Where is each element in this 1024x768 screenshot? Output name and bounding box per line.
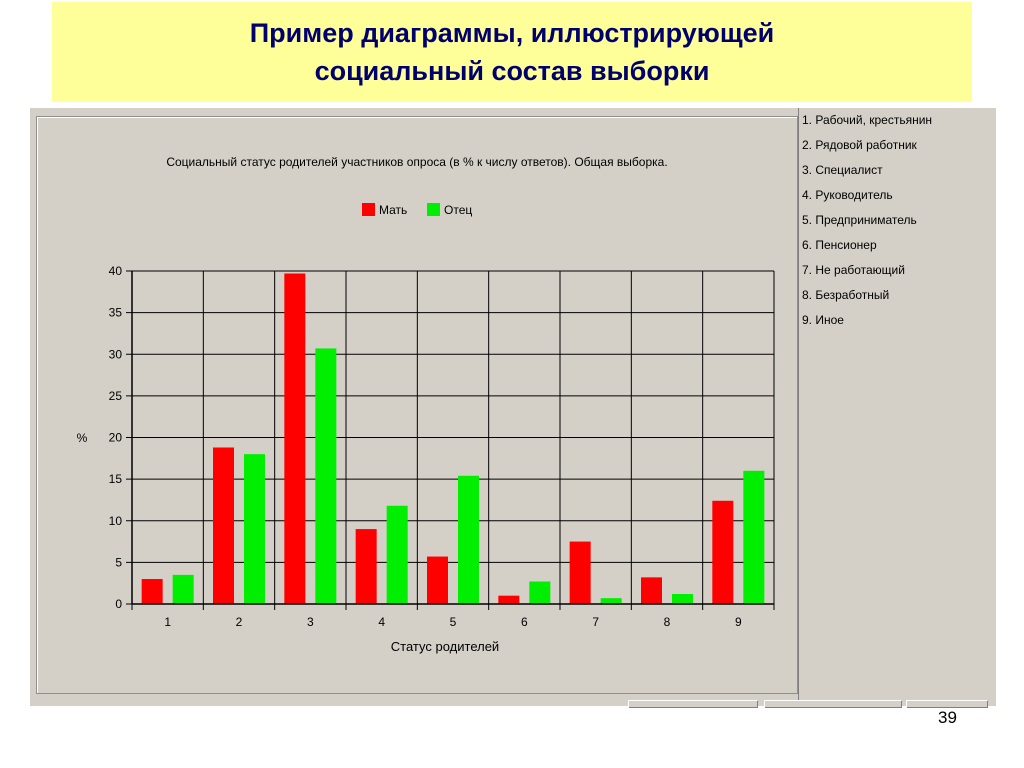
bar-father	[172, 574, 194, 604]
slide-title: Пример диаграммы, иллюстрирующей социаль…	[52, 2, 972, 102]
y-tick-label: 15	[109, 472, 123, 486]
y-tick-label: 25	[109, 389, 123, 403]
y-tick-label: 40	[109, 264, 123, 278]
bar-mother	[284, 273, 306, 604]
status-list-item: 2. Рядовой работник	[802, 138, 917, 152]
status-list: 1. Рабочий, крестьянин 2. Рядовой работн…	[798, 108, 989, 706]
x-axis-label: Статус родителей	[391, 639, 499, 654]
chart-title: Социальный статус родителей участников о…	[166, 155, 667, 169]
status-list-item: 3. Специалист	[802, 163, 883, 177]
x-tick-label: 9	[735, 615, 742, 629]
y-axis-label: %	[77, 431, 88, 445]
x-tick-label: 4	[378, 615, 385, 629]
x-tick-label: 6	[521, 615, 528, 629]
slide-title-line-2: социальный состав выборки	[314, 56, 710, 86]
status-list-item: 8. Безработный	[802, 288, 890, 302]
bar-father	[600, 598, 622, 604]
bar-mother	[498, 595, 520, 604]
bar-father	[743, 470, 765, 604]
y-tick-label: 20	[109, 431, 123, 445]
toolbar-button[interactable]	[764, 700, 901, 707]
bar-father	[458, 475, 479, 604]
bar-father	[672, 594, 693, 604]
status-list-item: 5. Предприниматель	[802, 213, 917, 227]
x-tick-label: 5	[450, 615, 457, 629]
chart-frame: Социальный статус родителей участников о…	[36, 116, 798, 694]
y-tick-label: 35	[109, 306, 123, 320]
chart-window: Социальный статус родителей участников о…	[30, 108, 996, 707]
bar-father	[315, 348, 337, 604]
legend-label-father: Отец	[444, 203, 472, 217]
page-number: 39	[938, 708, 957, 727]
bar-mother	[355, 529, 377, 604]
bar-father	[244, 454, 265, 604]
x-tick-label: 7	[592, 615, 599, 629]
status-list-item: 7. Не работающий	[802, 263, 905, 277]
toolbar-button[interactable]	[628, 700, 757, 707]
status-list-item: 4. Руководитель	[802, 188, 893, 202]
bar-mother	[569, 541, 591, 604]
status-list-item: 6. Пенсионер	[802, 238, 877, 252]
x-tick-label: 1	[164, 615, 171, 629]
legend-label-mother: Мать	[379, 203, 407, 217]
status-list-item: 1. Рабочий, крестьянин	[802, 113, 933, 127]
x-tick-label: 3	[307, 615, 314, 629]
x-tick-label: 2	[236, 615, 243, 629]
bar-father	[529, 581, 551, 604]
bar-mother	[213, 447, 234, 604]
bar-mother	[641, 577, 662, 604]
plot-area: 0 5 10 15 20 25 30 35 40 1 2 3 4 5 6 7 8 9	[109, 264, 775, 629]
chart-legend: Мать Отец	[362, 203, 472, 217]
bar-mother	[427, 556, 448, 604]
toolbar-button[interactable]	[906, 700, 987, 707]
x-tick-label: 8	[664, 615, 671, 629]
legend-swatch-father	[427, 203, 440, 216]
legend-swatch-mother	[362, 203, 375, 216]
y-tick-label: 5	[115, 555, 122, 569]
slide-title-line-1: Пример диаграммы, иллюстрирующей	[249, 18, 775, 48]
bar-mother	[712, 500, 734, 604]
y-tick-label: 30	[109, 347, 123, 361]
bar-mother	[141, 579, 163, 604]
bar-father	[386, 505, 408, 604]
y-tick-label: 10	[109, 514, 123, 528]
status-list-item: 9. Иное	[802, 313, 844, 327]
y-tick-label: 0	[115, 597, 122, 611]
bar-chart: Социальный статус родителей участников о…	[77, 155, 775, 654]
